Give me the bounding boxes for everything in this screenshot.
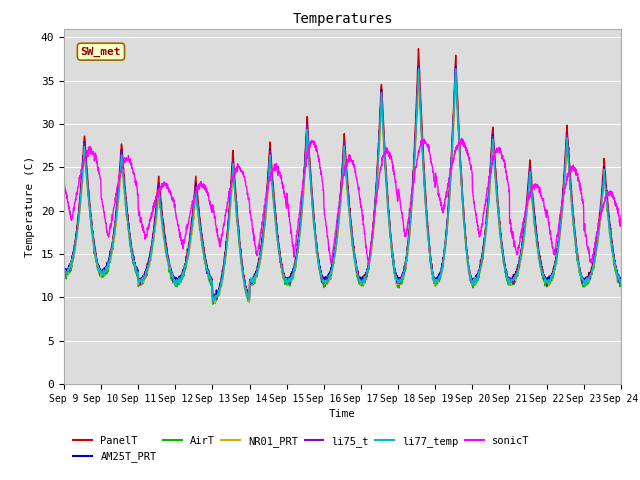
li77_temp [574, 258, 582, 264]
sonicT [458, 135, 465, 141]
NR01_PRT [211, 300, 219, 306]
li75_t [209, 298, 217, 303]
sonicT [625, 262, 632, 268]
AirT [452, 70, 460, 76]
AirT [248, 282, 255, 288]
li75_t [60, 269, 68, 275]
Title: Temperatures: Temperatures [292, 12, 393, 26]
X-axis label: Time: Time [329, 409, 356, 419]
AM25T_PRT [120, 170, 127, 176]
Line: PanelT: PanelT [64, 48, 640, 299]
NR01_PRT [574, 260, 582, 265]
sonicT [397, 204, 404, 210]
Y-axis label: Temperature (C): Temperature (C) [25, 156, 35, 257]
li75_t [397, 277, 405, 283]
NR01_PRT [541, 279, 548, 285]
AirT [60, 272, 68, 278]
li77_temp [120, 172, 127, 178]
PanelT [248, 277, 255, 283]
Line: AirT: AirT [64, 73, 640, 304]
AirT [209, 301, 217, 307]
PanelT [415, 46, 422, 51]
li77_temp [60, 268, 68, 274]
AirT [397, 281, 405, 287]
sonicT [574, 171, 582, 177]
PanelT [397, 275, 405, 281]
Legend: PanelT, AM25T_PRT, AirT, NR01_PRT, li75_t, li77_temp, sonicT: PanelT, AM25T_PRT, AirT, NR01_PRT, li75_… [69, 432, 534, 466]
li77_temp [210, 298, 218, 304]
Text: SW_met: SW_met [81, 47, 121, 57]
Line: li75_t: li75_t [64, 66, 640, 300]
Line: AM25T_PRT: AM25T_PRT [64, 66, 640, 301]
AM25T_PRT [210, 298, 218, 304]
Line: li77_temp: li77_temp [64, 69, 640, 301]
li75_t [541, 274, 548, 280]
li77_temp [397, 279, 405, 285]
AirT [574, 261, 582, 266]
sonicT [248, 217, 255, 223]
li75_t [248, 279, 255, 285]
Line: sonicT: sonicT [64, 138, 640, 265]
PanelT [574, 254, 582, 260]
PanelT [60, 268, 68, 274]
AM25T_PRT [60, 266, 68, 272]
li75_t [120, 171, 127, 177]
li77_temp [541, 275, 548, 281]
li77_temp [452, 66, 460, 72]
NR01_PRT [452, 70, 460, 76]
Line: NR01_PRT: NR01_PRT [64, 73, 640, 303]
AM25T_PRT [415, 63, 422, 69]
AM25T_PRT [248, 276, 255, 282]
NR01_PRT [397, 280, 405, 286]
NR01_PRT [60, 272, 68, 278]
sonicT [540, 204, 548, 210]
sonicT [60, 176, 68, 182]
PanelT [541, 276, 548, 282]
AirT [541, 279, 548, 285]
li75_t [574, 255, 582, 261]
AM25T_PRT [574, 256, 582, 262]
li77_temp [248, 278, 255, 284]
PanelT [120, 163, 127, 169]
AM25T_PRT [541, 275, 548, 280]
NR01_PRT [120, 173, 127, 179]
AM25T_PRT [397, 275, 405, 281]
AirT [120, 176, 127, 181]
PanelT [209, 296, 217, 302]
NR01_PRT [248, 282, 255, 288]
sonicT [120, 161, 127, 167]
li75_t [415, 63, 422, 69]
